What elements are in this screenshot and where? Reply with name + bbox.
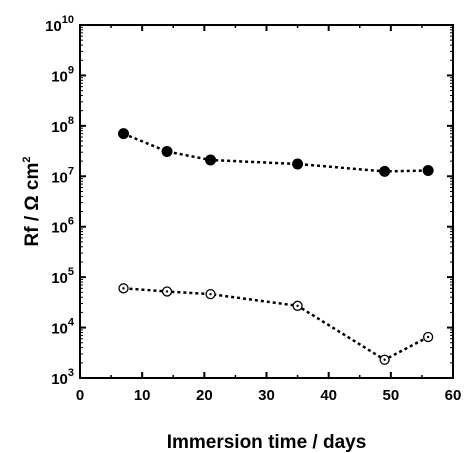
y-tick-label: 1010 <box>45 14 74 35</box>
x-tick-label: 20 <box>196 387 213 404</box>
x-tick-label: 40 <box>320 387 337 404</box>
data-point <box>118 128 130 140</box>
x-tick-label: 0 <box>76 387 84 404</box>
series-line <box>123 132 429 173</box>
data-point-center <box>383 358 386 361</box>
data-point-center <box>426 335 430 339</box>
y-tick-exponent: 6 <box>68 216 74 228</box>
y-tick-exponent: 4 <box>68 317 75 329</box>
y-tick-exponent: 9 <box>68 64 74 76</box>
data-point-center <box>165 290 169 293</box>
y-tick-label: 108 <box>51 115 74 136</box>
data-point <box>292 158 304 170</box>
y-tick-label: 107 <box>51 165 74 186</box>
y-axis-title-main: Rf / Ω cm <box>22 163 43 247</box>
y-tick-label: 104 <box>51 317 75 338</box>
data-point-center <box>296 304 299 308</box>
y-axis-title-sup: 2 <box>21 157 33 163</box>
y-tick-label: 109 <box>51 64 74 85</box>
x-axis: 0 10 20 30 40 50 60 <box>76 25 462 404</box>
data-point <box>422 165 434 177</box>
x-tick-label: 10 <box>134 387 151 404</box>
x-tick-label: 30 <box>258 387 275 404</box>
y-tick-exponent: 8 <box>68 115 74 127</box>
y-tick-exponent: 5 <box>68 266 74 278</box>
data-point <box>379 165 391 177</box>
y-tick-exponent: 7 <box>68 165 74 177</box>
y-tick-base: 10 <box>45 18 62 35</box>
series-1 <box>118 128 434 177</box>
y-tick-label: 105 <box>51 266 74 287</box>
y-tick-base: 10 <box>51 169 68 186</box>
plot-area-frame <box>79 24 454 379</box>
data-point <box>205 154 217 166</box>
y-tick-label: 103 <box>51 367 74 388</box>
y-tick-label: 106 <box>51 216 74 237</box>
data-point-center <box>209 292 212 296</box>
y-tick-base: 10 <box>51 119 68 136</box>
series-layer <box>118 128 434 365</box>
data-point-center <box>122 287 125 290</box>
y-tick-base: 10 <box>51 220 68 237</box>
x-tick-label: 50 <box>382 387 399 404</box>
y-tick-exponent: 10 <box>62 14 74 26</box>
series-line <box>123 287 429 362</box>
y-axis-title: Rf / Ω cm2 <box>21 157 43 247</box>
y-tick-base: 10 <box>51 68 68 85</box>
data-point <box>161 146 173 158</box>
x-axis-title: Immersion time / days <box>167 432 367 453</box>
y-tick-base: 10 <box>51 321 68 338</box>
y-tick-base: 10 <box>51 270 68 287</box>
y-tick-exponent: 3 <box>68 367 74 379</box>
x-tick-label: 60 <box>445 387 462 404</box>
y-tick-base: 10 <box>51 371 68 388</box>
series-2 <box>118 283 434 365</box>
